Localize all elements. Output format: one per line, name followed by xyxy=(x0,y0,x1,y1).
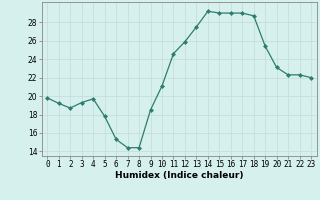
X-axis label: Humidex (Indice chaleur): Humidex (Indice chaleur) xyxy=(115,171,244,180)
